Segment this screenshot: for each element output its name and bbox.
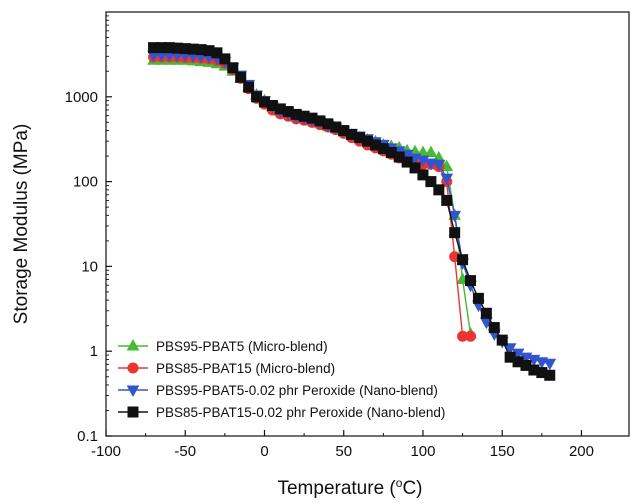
legend-label: PBS95-PBAT5 (Micro-blend) bbox=[156, 339, 328, 354]
legend: PBS95-PBAT5 (Micro-blend) PBS85-PBAT15 (M… bbox=[118, 338, 445, 420]
x-axis-title-main: Temperature ( bbox=[277, 478, 396, 499]
data-point bbox=[448, 210, 462, 223]
y-tick-label: 1 bbox=[90, 343, 98, 360]
x-tick-label: 100 bbox=[410, 443, 435, 460]
data-point bbox=[496, 334, 508, 346]
data-point bbox=[433, 184, 445, 196]
data-point bbox=[440, 173, 454, 186]
data-point bbox=[543, 358, 557, 371]
y-axis-title: Storage Modulus (MPa) bbox=[11, 124, 32, 325]
x-tick-label: -100 bbox=[91, 443, 121, 460]
legend-label: PBS85-PBAT15 (Micro-blend) bbox=[156, 361, 335, 376]
series-line bbox=[153, 59, 472, 335]
y-tick-label: 1000 bbox=[65, 89, 98, 106]
data-point bbox=[425, 176, 437, 188]
data-point bbox=[235, 71, 247, 83]
x-axis: -100 -50 0 50 100 150 200 bbox=[91, 430, 594, 460]
x-tick-label: 50 bbox=[335, 443, 352, 460]
y-axis: 0.1 1 10 100 1000 bbox=[65, 15, 112, 445]
legend-item: PBS85-PBAT15 (Micro-blend) bbox=[118, 361, 335, 376]
data-point bbox=[219, 53, 231, 65]
x-tick-label: 0 bbox=[260, 443, 268, 460]
legend-label: PBS85-PBAT15-0.02 phr Peroxide (Nano-ble… bbox=[156, 405, 445, 420]
y-tick-label: 0.1 bbox=[77, 428, 98, 445]
series-1 bbox=[147, 53, 477, 339]
legend-marker bbox=[126, 338, 140, 351]
data-point bbox=[227, 62, 239, 74]
data-point bbox=[211, 47, 223, 59]
x-axis-title-sup: o bbox=[396, 476, 403, 490]
legend-marker bbox=[126, 385, 140, 398]
data-point bbox=[449, 227, 461, 239]
data-point bbox=[243, 81, 255, 93]
legend-item: PBS95-PBAT5-0.02 phr Peroxide (Nano-blen… bbox=[118, 383, 438, 398]
data-point bbox=[465, 330, 477, 342]
series-line bbox=[153, 56, 471, 337]
data-point bbox=[409, 162, 421, 174]
data-point bbox=[465, 275, 477, 287]
x-axis-title: Temperature (oC) bbox=[277, 476, 422, 499]
x-tick-label: -50 bbox=[174, 443, 196, 460]
data-point bbox=[472, 292, 484, 304]
y-tick-label: 100 bbox=[73, 174, 98, 191]
data-point bbox=[424, 145, 438, 158]
data-point bbox=[488, 322, 500, 334]
legend-item: PBS95-PBAT5 (Micro-blend) bbox=[118, 338, 328, 354]
legend-marker bbox=[127, 362, 139, 374]
legend-label: PBS95-PBAT5-0.02 phr Peroxide (Nano-blen… bbox=[156, 383, 438, 398]
x-axis-title-unit: C) bbox=[402, 478, 422, 499]
series-layer bbox=[147, 42, 557, 381]
data-point bbox=[401, 156, 413, 168]
series-4 bbox=[148, 42, 556, 381]
x-tick-label: 150 bbox=[490, 443, 515, 460]
data-point bbox=[417, 169, 429, 181]
data-point bbox=[432, 159, 446, 172]
data-point bbox=[416, 155, 430, 167]
plot-frame bbox=[105, 11, 630, 437]
data-point bbox=[441, 194, 453, 206]
y-tick-label: 10 bbox=[81, 258, 98, 275]
data-point bbox=[544, 369, 556, 381]
series-3 bbox=[147, 50, 557, 371]
legend-item: PBS85-PBAT15-0.02 phr Peroxide (Nano-ble… bbox=[118, 405, 445, 420]
legend-marker bbox=[127, 406, 139, 418]
series-2 bbox=[148, 51, 477, 342]
data-point bbox=[457, 254, 469, 266]
data-point bbox=[480, 307, 492, 319]
x-tick-label: 200 bbox=[569, 443, 594, 460]
